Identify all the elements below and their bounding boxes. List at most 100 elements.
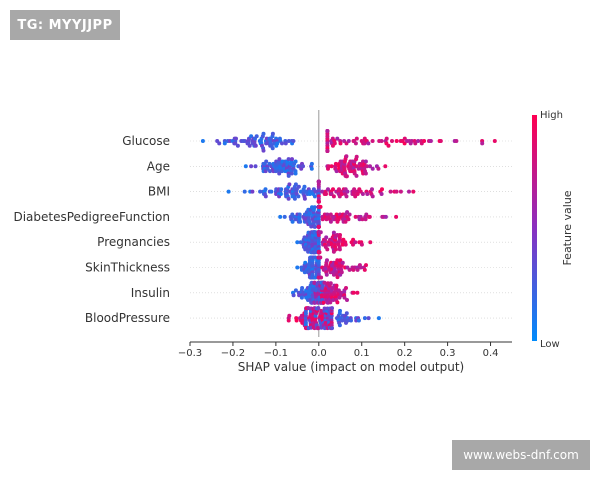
shap-point (338, 308, 342, 313)
shap-point (355, 290, 360, 295)
shap-point (360, 217, 365, 222)
shap-point (337, 323, 342, 328)
shap-point (233, 141, 238, 146)
shap-point (376, 316, 381, 321)
shap-point (354, 173, 359, 178)
shap-point (290, 219, 295, 224)
shap-point (338, 141, 343, 146)
shap-point (243, 164, 248, 169)
shap-point (411, 189, 416, 194)
shap-point (364, 263, 368, 268)
shap-point (309, 306, 314, 311)
shap-point (362, 267, 367, 272)
shap-point (297, 212, 302, 217)
shap-point (362, 316, 367, 321)
shap-point (253, 143, 258, 148)
shap-point (335, 300, 340, 305)
shap-point (331, 194, 336, 199)
shap-point (347, 267, 352, 272)
shap-point (407, 189, 411, 194)
feature-label: BMI (148, 185, 170, 199)
shap-point (318, 255, 323, 260)
shap-point (312, 224, 317, 229)
colorbar (532, 115, 537, 341)
shap-point (358, 265, 363, 270)
shap-point (316, 199, 321, 204)
shap-point (364, 164, 369, 169)
shap-point (354, 154, 359, 159)
shap-point (289, 171, 294, 176)
shap-point (316, 326, 321, 331)
shap-point (340, 260, 345, 265)
shap-point (235, 143, 240, 148)
shap-point (286, 173, 291, 178)
shap-point (383, 164, 388, 169)
shap-point (301, 164, 305, 169)
shap-point (366, 316, 371, 321)
shap-point (492, 139, 497, 143)
shap-point (309, 166, 314, 171)
shap-point (309, 325, 313, 330)
shap-point (287, 182, 292, 187)
shap-point (307, 192, 312, 196)
shap-point (370, 166, 375, 171)
shap-point (413, 141, 418, 146)
shap-point (312, 194, 317, 199)
shap-point (264, 159, 269, 164)
shap-point (277, 171, 282, 176)
shap-point (352, 187, 357, 192)
shap-points (200, 129, 497, 331)
shap-point (324, 235, 329, 240)
shap-point (342, 295, 347, 300)
colorbar-high-label: High (540, 110, 563, 121)
shap-point (325, 149, 330, 153)
shap-point (359, 242, 364, 247)
shap-point (254, 134, 259, 139)
x-tick-label: 0.1 (354, 348, 370, 359)
shap-point (316, 306, 321, 311)
shap-point (345, 189, 350, 194)
shap-point (294, 318, 299, 323)
shap-point (258, 189, 263, 194)
shap-point (339, 270, 344, 275)
shap-point (343, 242, 348, 247)
shap-point (302, 196, 307, 201)
shap-point (338, 233, 342, 237)
shap-point (249, 164, 254, 169)
shap-point (328, 219, 333, 224)
shap-point (390, 139, 394, 143)
shap-point (353, 141, 358, 146)
shap-point (287, 313, 292, 318)
bottom-watermark-badge: www.webs-dnf.com (452, 440, 590, 470)
shap-point (355, 192, 360, 196)
x-tick-label: −0.2 (221, 348, 245, 359)
shap-point (333, 161, 338, 166)
shap-point (317, 250, 322, 255)
shap-point (331, 230, 336, 235)
shap-point (356, 318, 361, 323)
feature-labels: Glucose Age BMI DiabetesPedigreeFunction Pre… (13, 134, 170, 325)
shap-point (309, 161, 314, 166)
shap-point (222, 141, 227, 146)
shap-point (291, 139, 296, 143)
shap-point (278, 214, 283, 219)
shap-point (363, 171, 368, 176)
shap-point (309, 224, 314, 229)
shap-point (279, 187, 284, 192)
shap-point (334, 247, 338, 252)
shap-point (416, 139, 421, 143)
shap-point (316, 179, 321, 184)
shap-point (380, 187, 384, 192)
shap-point (345, 298, 349, 302)
shap-point (318, 204, 323, 209)
shap-point (331, 187, 335, 192)
shap-point (293, 171, 298, 176)
shap-point (353, 194, 358, 199)
x-tick-label: −0.1 (264, 348, 288, 359)
shap-point (330, 326, 334, 331)
shap-point (322, 280, 327, 285)
shap-point (313, 189, 318, 194)
top-watermark-badge: TG: MYYJJPP (10, 10, 120, 40)
shap-point (277, 157, 282, 162)
shap-point (316, 224, 321, 229)
